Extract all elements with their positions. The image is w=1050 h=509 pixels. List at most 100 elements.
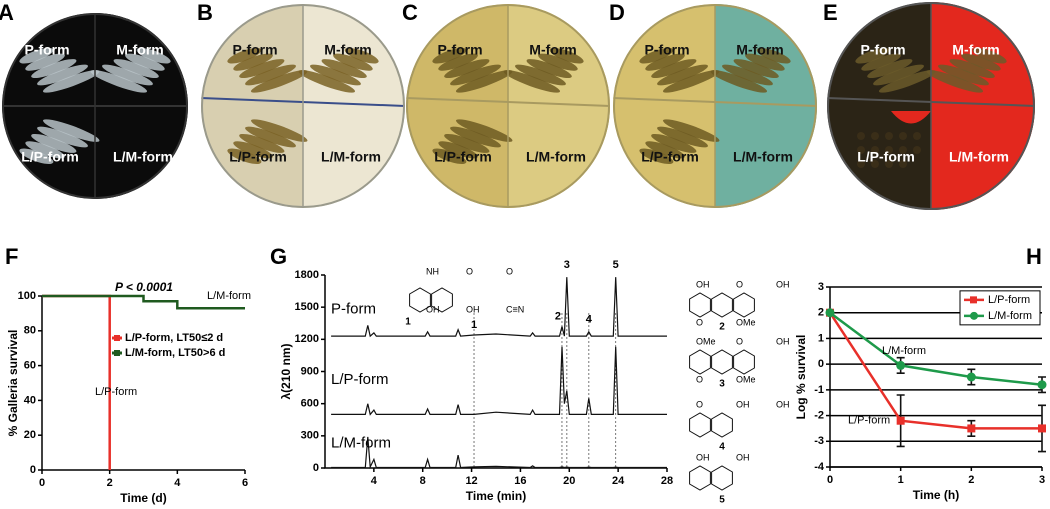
quadrant-label: M-form [952, 42, 999, 58]
colony-streak [710, 70, 768, 93]
marker [896, 360, 906, 370]
colony-streak [333, 53, 373, 71]
ring [733, 292, 755, 318]
substituent: O [696, 374, 703, 384]
ring [689, 292, 711, 318]
y-tick-label: 0 [30, 464, 36, 476]
substituent: O [736, 279, 743, 289]
structure-number: 2 [719, 322, 725, 333]
x-tick-label: 2 [968, 474, 974, 486]
ring [711, 412, 733, 438]
y-tick-label: 20 [24, 429, 36, 441]
panel-label: G [270, 244, 287, 269]
colony [857, 132, 865, 140]
panel-label: H [1026, 244, 1042, 269]
x-tick-label: 3 [1039, 474, 1045, 486]
annotation: L/P-form [95, 386, 137, 398]
colony-streak [450, 126, 501, 148]
colony-streak [938, 64, 989, 86]
quadrant-label: L/M-form [113, 149, 173, 165]
y-tick-label: 1500 [295, 301, 319, 313]
colony [857, 160, 865, 168]
y-tick-label: 1 [818, 332, 824, 344]
colony-streak [645, 141, 685, 159]
colony-streak [651, 133, 697, 153]
colony-streak [515, 64, 566, 86]
data-line [331, 346, 667, 416]
legend-marker [114, 335, 120, 341]
quadrant-label: M-form [736, 42, 783, 58]
plate-rim [406, 4, 610, 208]
y-tick-label: 60 [24, 360, 36, 372]
colony-streak [855, 48, 890, 64]
colony-streak [250, 119, 308, 142]
substituent: OH [776, 279, 790, 289]
marker [1038, 424, 1046, 433]
colony [871, 160, 879, 168]
y-tick-label: 3 [818, 281, 824, 293]
legend-marker [970, 296, 977, 304]
plate-rim [201, 4, 405, 208]
colony [857, 146, 865, 154]
quadrant-label: L/P-form [641, 149, 699, 165]
y-tick-label: -3 [814, 435, 824, 447]
y-tick-label: -1 [814, 384, 824, 396]
quadrant-label: P-form [232, 42, 277, 58]
colony-streak [722, 64, 773, 86]
data-line [42, 294, 111, 470]
y-tick-label: 300 [301, 430, 319, 442]
photo-panel [613, 4, 817, 208]
colony [899, 132, 907, 140]
colony-streak [657, 64, 708, 86]
ring [431, 287, 453, 313]
substituent: OH [466, 304, 480, 314]
colony-streak [662, 70, 720, 93]
marker [967, 424, 976, 433]
colony-streak [90, 70, 148, 93]
colony-streak [926, 70, 984, 93]
substituent: OMe [696, 336, 716, 346]
colony-streak [37, 126, 88, 148]
ring [689, 349, 711, 375]
substituent: OMe [736, 317, 756, 327]
annotation: L/M-form [207, 290, 251, 302]
substituent: O [736, 336, 743, 346]
colony-streak [645, 53, 685, 71]
y-tick-label: 600 [301, 398, 319, 410]
legend-label: L/P-form, LT50≤2 d [125, 332, 223, 344]
x-tick-label: 20 [563, 475, 575, 487]
colony-streak [455, 119, 513, 142]
x-axis-label: Time (min) [466, 489, 526, 503]
substituent: C≡N [506, 304, 524, 314]
colony [913, 132, 921, 140]
trace-label: L/P-form [331, 371, 389, 388]
ring [711, 465, 733, 491]
colony-streak [455, 70, 513, 93]
quadrant-label: L/M-form [733, 149, 793, 165]
y-tick-label: -2 [814, 409, 824, 421]
data-line [829, 311, 1043, 386]
panel-label: D [609, 0, 625, 25]
colony-streak [745, 53, 785, 71]
colony-streak [639, 48, 674, 64]
quadrant-label: L/M-form [321, 149, 381, 165]
marker [966, 372, 976, 382]
marker [1037, 380, 1047, 390]
quadrant-label: L/M-form [949, 149, 1009, 165]
red-inlet [891, 111, 931, 124]
panel-label: A [0, 0, 14, 25]
colony-streak [526, 59, 572, 79]
colony-streak [438, 53, 478, 71]
y-axis-label: Log % survival [794, 335, 808, 420]
marker [825, 308, 835, 318]
colony [899, 160, 907, 168]
colony-streak [227, 148, 262, 164]
structure-number: 1 [405, 317, 411, 328]
photo-panel [827, 2, 1035, 210]
colony-streak [31, 133, 77, 153]
colony-streak [657, 126, 708, 148]
axes [829, 287, 1042, 468]
colony-streak [662, 119, 720, 142]
x-axis-label: Time (h) [913, 488, 959, 502]
x-tick-label: 2 [107, 477, 113, 489]
